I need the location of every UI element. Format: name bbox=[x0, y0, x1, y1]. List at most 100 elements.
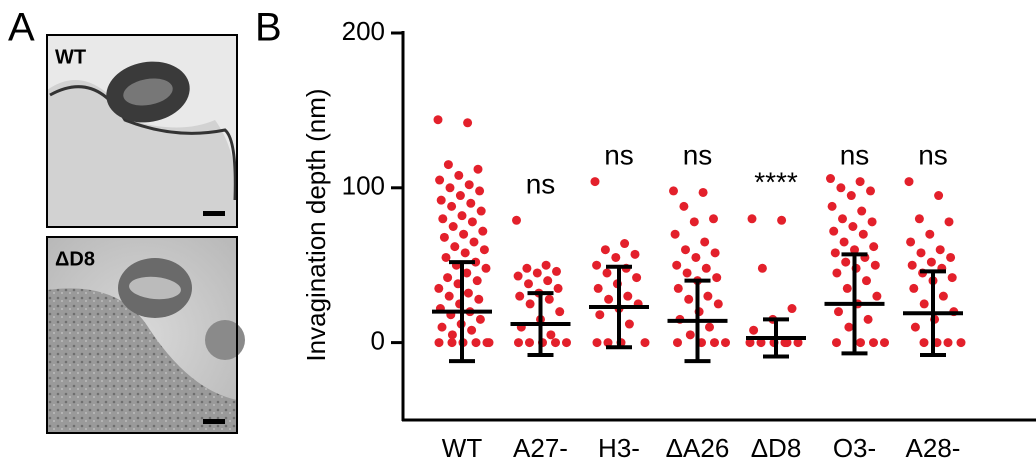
significance-label: **** bbox=[754, 166, 798, 197]
data-point bbox=[710, 338, 719, 348]
data-point bbox=[834, 307, 843, 317]
data-point bbox=[869, 338, 878, 348]
data-point bbox=[434, 283, 444, 293]
y-tick-label: 100 bbox=[342, 171, 385, 201]
image-label: ΔD8 bbox=[55, 248, 95, 270]
data-point bbox=[700, 237, 710, 247]
data-point bbox=[869, 242, 879, 252]
data-point bbox=[839, 237, 849, 247]
data-point bbox=[947, 273, 957, 283]
data-point bbox=[463, 118, 473, 128]
data-point bbox=[479, 245, 489, 255]
data-point bbox=[713, 299, 723, 309]
data-point bbox=[709, 214, 718, 224]
data-point bbox=[454, 170, 464, 180]
data-point bbox=[543, 276, 553, 286]
data-point bbox=[481, 263, 491, 273]
data-point bbox=[862, 276, 871, 286]
data-point bbox=[445, 183, 455, 193]
data-point bbox=[473, 164, 483, 174]
data-point bbox=[943, 338, 953, 348]
data-point bbox=[844, 322, 854, 332]
data-point bbox=[669, 186, 678, 196]
data-point bbox=[544, 294, 554, 304]
data-point bbox=[640, 338, 650, 348]
data-point bbox=[684, 294, 694, 304]
data-point bbox=[541, 260, 551, 270]
panel-label: A bbox=[8, 6, 35, 50]
data-point bbox=[946, 252, 956, 262]
data-point bbox=[524, 279, 533, 289]
data-point bbox=[602, 268, 612, 278]
data-point bbox=[832, 338, 841, 348]
significance-label: ns bbox=[918, 139, 948, 170]
data-point bbox=[682, 268, 692, 278]
data-point bbox=[441, 252, 451, 262]
data-point bbox=[592, 338, 602, 348]
data-point bbox=[710, 248, 720, 258]
data-point bbox=[745, 338, 755, 348]
data-point bbox=[855, 177, 865, 187]
data-point bbox=[829, 226, 839, 236]
data-point bbox=[909, 283, 919, 293]
data-point bbox=[910, 322, 920, 332]
data-point bbox=[437, 322, 447, 332]
data-point bbox=[872, 291, 882, 301]
data-point bbox=[956, 338, 966, 348]
data-point bbox=[935, 245, 945, 255]
data-point bbox=[472, 276, 482, 286]
data-point bbox=[600, 245, 610, 255]
x-tick-label: ΔA26 bbox=[666, 433, 730, 463]
data-point bbox=[679, 201, 689, 211]
data-point bbox=[863, 314, 873, 324]
data-point bbox=[747, 214, 757, 224]
y-axis-label: Invagination depth (nm) bbox=[301, 88, 331, 361]
data-point bbox=[777, 215, 787, 225]
data-point bbox=[462, 268, 472, 278]
data-point bbox=[691, 252, 701, 262]
data-point bbox=[469, 237, 479, 247]
data-point bbox=[443, 160, 453, 170]
data-point bbox=[914, 214, 924, 224]
data-point bbox=[907, 260, 917, 270]
significance-label: ns bbox=[683, 139, 713, 170]
data-point bbox=[850, 245, 859, 255]
data-point bbox=[464, 180, 474, 190]
data-point bbox=[842, 283, 852, 293]
data-point bbox=[551, 338, 560, 348]
x-tick-label: H3- bbox=[598, 433, 640, 463]
data-point bbox=[934, 191, 944, 201]
data-point bbox=[592, 260, 602, 270]
data-point bbox=[698, 187, 708, 197]
data-point bbox=[450, 242, 460, 252]
data-point bbox=[438, 214, 448, 224]
x-tick-label: WT bbox=[442, 433, 483, 463]
data-point bbox=[512, 215, 521, 225]
data-point bbox=[447, 201, 457, 211]
data-point bbox=[926, 257, 936, 267]
data-point bbox=[848, 222, 858, 231]
data-point bbox=[919, 299, 929, 309]
data-point bbox=[827, 201, 837, 211]
data-point bbox=[793, 338, 803, 348]
data-point bbox=[856, 338, 865, 348]
data-point bbox=[938, 291, 948, 301]
data-point bbox=[434, 338, 444, 348]
data-point bbox=[515, 291, 525, 301]
data-point bbox=[522, 263, 532, 273]
data-point bbox=[701, 263, 711, 273]
data-point bbox=[749, 325, 759, 335]
data-point bbox=[457, 211, 467, 221]
data-point bbox=[673, 338, 682, 348]
data-point bbox=[595, 310, 605, 320]
data-point bbox=[623, 291, 633, 301]
data-point bbox=[919, 338, 929, 348]
data-point bbox=[532, 268, 542, 278]
data-point bbox=[471, 338, 481, 348]
data-point bbox=[838, 214, 847, 224]
data-point bbox=[705, 322, 714, 332]
data-point bbox=[925, 229, 935, 239]
data-point bbox=[433, 115, 443, 125]
data-point bbox=[443, 273, 453, 283]
data-point bbox=[562, 338, 571, 348]
